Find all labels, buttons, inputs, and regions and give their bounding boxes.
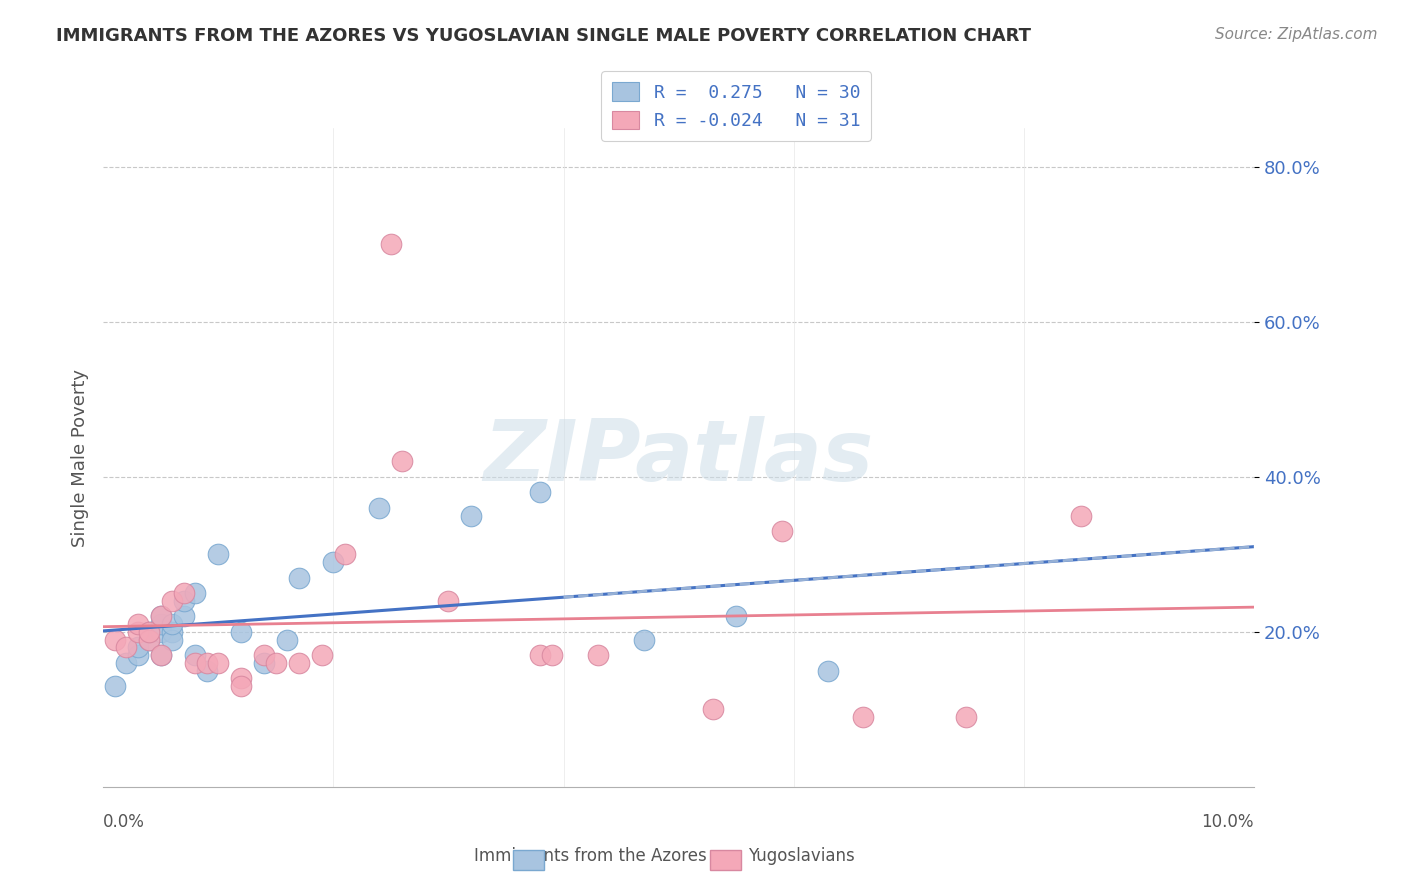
Point bbox=[173, 609, 195, 624]
Text: ZIPatlas: ZIPatlas bbox=[484, 416, 873, 499]
Point bbox=[288, 656, 311, 670]
Point bbox=[391, 454, 413, 468]
Point bbox=[633, 632, 655, 647]
Point bbox=[207, 656, 229, 670]
Point bbox=[770, 524, 793, 538]
Point bbox=[138, 624, 160, 639]
Legend: R =  0.275   N = 30, R = -0.024   N = 31: R = 0.275 N = 30, R = -0.024 N = 31 bbox=[602, 71, 872, 141]
Point bbox=[173, 586, 195, 600]
Point bbox=[104, 632, 127, 647]
Point bbox=[149, 609, 172, 624]
Point bbox=[138, 632, 160, 647]
Y-axis label: Single Male Poverty: Single Male Poverty bbox=[72, 368, 89, 547]
Point bbox=[149, 648, 172, 663]
Point bbox=[529, 648, 551, 663]
Point bbox=[149, 624, 172, 639]
Point bbox=[138, 632, 160, 647]
Point bbox=[817, 664, 839, 678]
Point bbox=[253, 648, 276, 663]
Text: Source: ZipAtlas.com: Source: ZipAtlas.com bbox=[1215, 27, 1378, 42]
Point bbox=[702, 702, 724, 716]
Point bbox=[586, 648, 609, 663]
Point bbox=[115, 640, 138, 655]
Point bbox=[322, 555, 344, 569]
Point bbox=[264, 656, 287, 670]
Point bbox=[184, 586, 207, 600]
Point bbox=[160, 624, 183, 639]
Point bbox=[138, 624, 160, 639]
Point bbox=[149, 648, 172, 663]
Point bbox=[184, 648, 207, 663]
Point bbox=[231, 679, 253, 693]
Point bbox=[460, 508, 482, 523]
Point bbox=[195, 664, 218, 678]
Point bbox=[368, 500, 391, 515]
Point bbox=[195, 656, 218, 670]
Point bbox=[541, 648, 564, 663]
Point bbox=[852, 710, 875, 724]
Point bbox=[160, 632, 183, 647]
Point bbox=[104, 679, 127, 693]
Point bbox=[127, 648, 149, 663]
Point bbox=[437, 594, 460, 608]
Point bbox=[725, 609, 748, 624]
Point bbox=[231, 624, 253, 639]
Point bbox=[127, 640, 149, 655]
Text: 0.0%: 0.0% bbox=[103, 814, 145, 831]
Point bbox=[311, 648, 333, 663]
Text: Yugoslavians: Yugoslavians bbox=[748, 847, 855, 865]
Point bbox=[127, 624, 149, 639]
Point bbox=[231, 672, 253, 686]
Point bbox=[253, 656, 276, 670]
Point bbox=[149, 609, 172, 624]
Point bbox=[149, 617, 172, 632]
Point bbox=[184, 656, 207, 670]
Text: IMMIGRANTS FROM THE AZORES VS YUGOSLAVIAN SINGLE MALE POVERTY CORRELATION CHART: IMMIGRANTS FROM THE AZORES VS YUGOSLAVIA… bbox=[56, 27, 1031, 45]
Point bbox=[333, 548, 356, 562]
Point bbox=[207, 548, 229, 562]
Point bbox=[173, 594, 195, 608]
Point bbox=[160, 594, 183, 608]
Point bbox=[955, 710, 977, 724]
Point bbox=[127, 617, 149, 632]
Point bbox=[288, 571, 311, 585]
Text: Immigrants from the Azores: Immigrants from the Azores bbox=[474, 847, 707, 865]
Point bbox=[276, 632, 298, 647]
Text: 10.0%: 10.0% bbox=[1202, 814, 1254, 831]
Point bbox=[160, 617, 183, 632]
Point bbox=[380, 237, 402, 252]
Point bbox=[1070, 508, 1092, 523]
Point bbox=[529, 485, 551, 500]
Point bbox=[115, 656, 138, 670]
